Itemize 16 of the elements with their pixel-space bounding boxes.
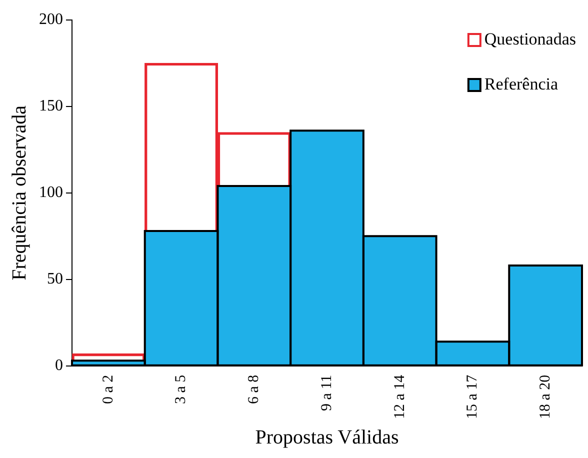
y-tick-label: 0 — [55, 357, 63, 374]
legend-label: Referência — [484, 74, 558, 94]
y-tick-label: 200 — [39, 11, 63, 28]
x-tick-label: 15 a 17 — [464, 374, 481, 420]
y-tick-label: 150 — [39, 98, 63, 115]
x-tick-label: 9 a 11 — [318, 374, 335, 411]
x-tick-label: 18 a 20 — [538, 374, 554, 420]
x-axis-title: Propostas Válidas — [255, 426, 399, 448]
x-tick-label: 12 a 14 — [392, 374, 408, 420]
x-tick-label: 0 a 2 — [100, 374, 116, 404]
y-tick-label: 50 — [47, 270, 63, 288]
y-axis-title: Frequência observada — [8, 105, 30, 280]
y-tick-label: 100 — [39, 184, 63, 202]
x-tick-label: 6 a 8 — [246, 374, 262, 404]
x-tick-label: 3 a 5 — [173, 374, 190, 404]
legend-label: Questionadas — [484, 29, 576, 48]
